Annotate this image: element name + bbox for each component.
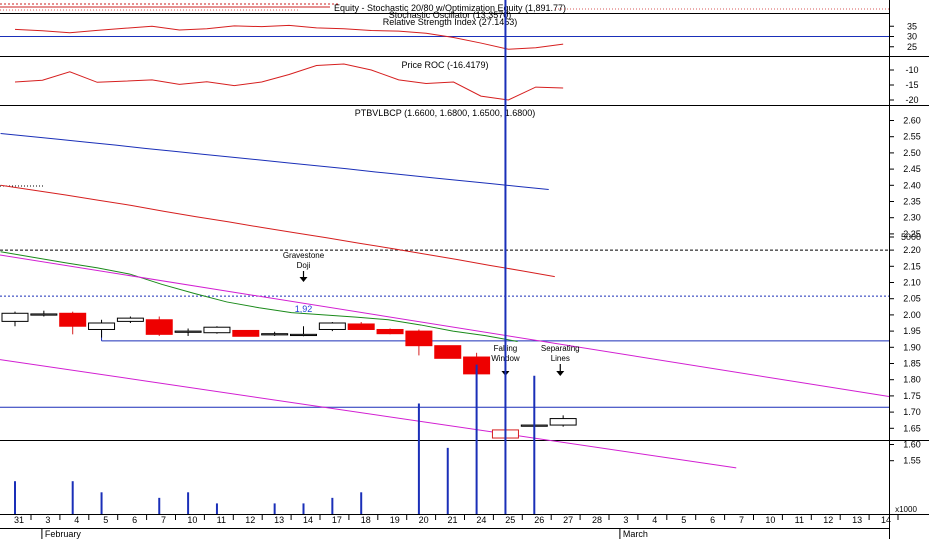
price-tick-label: 1.95: [903, 326, 921, 336]
rsi-tick-label: 35: [907, 21, 917, 31]
equity-legend: Equity - Stochastic 20/80 w/Optimization…: [334, 3, 566, 13]
rsi-tick-label: 25: [907, 42, 917, 52]
volume-unit-label: x1000: [895, 505, 917, 514]
x-tick-label: 12: [823, 515, 833, 525]
price-tick-label: 2.15: [903, 261, 921, 271]
x-tick-label: 19: [390, 515, 400, 525]
rsi-line: [14, 24, 564, 50]
ma-red-line: [0, 184, 555, 278]
price-value-label: 1,92: [295, 304, 313, 314]
separating-lines-label: Separating Lines: [541, 344, 580, 363]
price-tick-label: 2.45: [903, 164, 921, 174]
rsi-legend: Relative Strength Index (27.1453): [383, 17, 518, 27]
price-tick-label: 2.35: [903, 197, 921, 207]
candle-body: [1, 312, 29, 322]
x-tick-label: 21: [447, 515, 457, 525]
price-tick-label: 2.10: [903, 278, 921, 288]
x-tick-label: 31: [14, 515, 24, 525]
x-tick-label: 6: [710, 515, 715, 525]
trend-lower-line: [0, 359, 737, 469]
price-tick-label: 2.00: [903, 310, 921, 320]
price-tick-label: 2.40: [903, 180, 921, 190]
x-tick-label: 13: [274, 515, 284, 525]
x-tick-label: 13: [852, 515, 862, 525]
roc-tick-label: -10: [905, 65, 918, 75]
price-tick-label: 1.55: [903, 456, 921, 466]
candle-body: [290, 333, 317, 337]
x-tick-label: 24: [476, 515, 486, 525]
x-tick-label: 5: [103, 515, 108, 525]
price-title: PTBVLBCP (1.6600, 1.6800, 1.6500, 1.6800…: [355, 108, 535, 118]
candle-body: [434, 345, 462, 359]
x-tick-label: 5: [681, 515, 686, 525]
trend-upper-line: [0, 254, 890, 398]
candle-body: [59, 312, 87, 327]
x-tick-label: 7: [739, 515, 744, 525]
candle-body: [376, 328, 404, 335]
candle-body: [261, 333, 289, 336]
separating-lines-arrow-head: [556, 371, 565, 376]
price-tick-label: 1.90: [903, 342, 921, 352]
candle-body: [549, 418, 577, 426]
candle-body: [203, 326, 231, 334]
roc-tick-label: -15: [905, 80, 918, 90]
candle-body: [116, 317, 144, 322]
price-tick-label: 1.60: [903, 440, 921, 450]
roc-line: [14, 63, 564, 101]
price-tick-label: 2.30: [903, 213, 921, 223]
candle-body: [145, 319, 173, 335]
candle-body: [232, 329, 260, 337]
rsi-tick-label: 30: [907, 32, 917, 42]
x-tick-label: 3: [45, 515, 50, 525]
month-label: February: [45, 529, 82, 539]
price-tick-label: 1.80: [903, 375, 921, 385]
candle-body: [318, 322, 346, 330]
price-tick-label: 1.70: [903, 407, 921, 417]
x-tick-label: 4: [652, 515, 657, 525]
gravestone-arrow-head: [299, 277, 308, 282]
roc-title: Price ROC (-16.4179): [401, 60, 488, 70]
x-tick-label: 17: [332, 515, 342, 525]
ma-green-line: [0, 251, 518, 342]
price-tick-label: 2.50: [903, 148, 921, 158]
x-tick-label: 28: [592, 515, 602, 525]
price-tick-label: 2.05: [903, 294, 921, 304]
x-tick-label: 10: [765, 515, 775, 525]
price-tick-label: 2.60: [903, 116, 921, 126]
candle-body: [30, 313, 58, 316]
candle-body: [88, 322, 116, 330]
x-tick-label: 10: [187, 515, 197, 525]
gravestone-doji-label: Gravestone Doji: [283, 251, 325, 270]
price-tick-label: 2.55: [903, 132, 921, 142]
price-tick-label: 1.65: [903, 423, 921, 433]
x-tick-label: 3: [623, 515, 628, 525]
price-tick-label: 2.20: [903, 245, 921, 255]
price-tick-label: 2.25: [903, 229, 921, 239]
roc-tick-label: -20: [905, 95, 918, 105]
x-tick-label: 11: [217, 515, 226, 525]
month-label: March: [623, 529, 648, 539]
x-tick-label: 20: [419, 515, 429, 525]
x-tick-label: 6: [132, 515, 137, 525]
ma-blue-line: [0, 132, 549, 191]
x-tick-label: 12: [245, 515, 255, 525]
x-tick-label: 26: [534, 515, 544, 525]
x-tick-label: 14: [881, 515, 891, 525]
price-tick-label: 1.75: [903, 391, 921, 401]
x-tick-label: 25: [505, 515, 515, 525]
candle-body: [174, 330, 202, 333]
x-tick-label: 27: [563, 515, 573, 525]
price-tick-label: 1.85: [903, 359, 921, 369]
x-tick-label: 7: [161, 515, 166, 525]
candle-body: [347, 323, 375, 330]
x-tick-label: 11: [795, 515, 804, 525]
x-tick-label: 18: [361, 515, 371, 525]
equity-strip: [0, 3, 889, 11]
candle-body: [405, 330, 433, 347]
volume-tick-label: 5000: [901, 232, 921, 242]
x-tick-label: 4: [74, 515, 79, 525]
x-tick-label: 14: [303, 515, 313, 525]
stochastic-legend: Stochastic Oscillator (13.3570): [389, 10, 512, 20]
